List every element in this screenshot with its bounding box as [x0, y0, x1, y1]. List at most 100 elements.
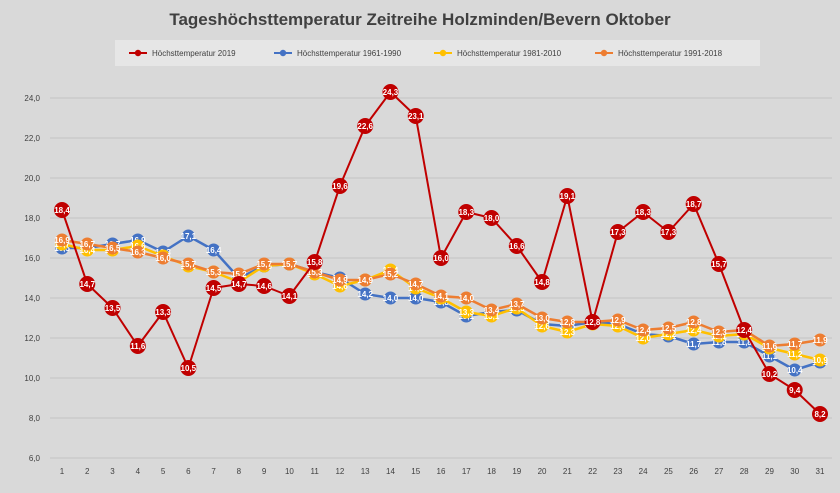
- data-label: 18,3: [458, 208, 474, 217]
- data-point: [611, 313, 625, 327]
- legend-label: Höchsttemperatur 2019: [152, 49, 236, 58]
- x-tick-label: 6: [186, 467, 191, 476]
- data-point: [560, 315, 574, 329]
- data-point: [333, 273, 347, 287]
- data-point: [407, 108, 424, 124]
- y-tick-label: 16,0: [24, 254, 40, 263]
- x-tick-label: 21: [563, 467, 572, 476]
- x-tick-label: 19: [512, 467, 521, 476]
- data-point: [256, 278, 273, 294]
- data-point: [710, 256, 727, 272]
- data-label: 14,9: [357, 276, 373, 285]
- data-label: 12,8: [585, 318, 601, 327]
- data-point: [383, 267, 397, 281]
- data-label: 15,7: [181, 260, 197, 269]
- legend-swatch-marker: [134, 49, 142, 57]
- x-tick-label: 23: [613, 467, 622, 476]
- data-point: [508, 238, 525, 254]
- data-label: 12,6: [534, 322, 550, 331]
- data-point: [357, 118, 374, 134]
- x-tick-label: 20: [538, 467, 547, 476]
- data-point: [687, 337, 701, 351]
- data-label: 13,3: [155, 308, 171, 317]
- data-label: 16,0: [155, 254, 171, 263]
- data-point: [155, 304, 172, 320]
- data-point: [458, 204, 475, 220]
- data-point: [560, 325, 574, 339]
- data-point: [180, 360, 197, 376]
- x-tick-label: 27: [714, 467, 723, 476]
- data-label: 18,0: [484, 214, 500, 223]
- data-label: 8,2: [814, 410, 826, 419]
- data-label: 11,6: [762, 342, 778, 351]
- data-point: [55, 233, 69, 247]
- data-label: 12,6: [610, 322, 626, 331]
- data-label: 10,2: [762, 370, 778, 379]
- data-point: [485, 303, 499, 317]
- legend-swatch-marker: [600, 49, 608, 57]
- data-point: [409, 291, 423, 305]
- y-tick-label: 20,0: [24, 174, 40, 183]
- x-tick-label: 25: [664, 467, 673, 476]
- y-axis: 6,0 8,0 10,0 12,0 14,0 16,0 18,0 20,0 22,0 24,0: [24, 94, 40, 463]
- data-label: 14,9: [332, 276, 348, 285]
- x-tick-label: 4: [136, 467, 141, 476]
- data-label: 13,0: [534, 314, 550, 323]
- data-point: [257, 257, 271, 271]
- data-label: 16,4: [79, 246, 95, 255]
- data-label: 16,9: [54, 236, 70, 245]
- data-label: 11,8: [711, 338, 727, 347]
- y-tick-label: 10,0: [24, 374, 40, 383]
- data-point: [736, 322, 753, 338]
- data-label: 18,4: [54, 206, 70, 215]
- data-point: [230, 276, 247, 292]
- data-point: [80, 237, 94, 251]
- x-tick-label: 14: [386, 467, 395, 476]
- x-tick-label: 26: [689, 467, 698, 476]
- data-point: [131, 245, 145, 259]
- data-label: 11,7: [686, 340, 702, 349]
- series-4: 18,4 14,7 13,5 11,6 13,3 10,5 14,5 14,7 14,6 14,1…: [54, 84, 828, 422]
- x-tick-label: 18: [487, 467, 496, 476]
- x-tick-label: 5: [161, 467, 166, 476]
- y-tick-label: 14,0: [24, 294, 40, 303]
- data-label: 13,4: [484, 306, 500, 315]
- legend-swatch-marker: [279, 49, 287, 57]
- x-tick-label: 11: [311, 467, 320, 476]
- data-label: 11,1: [762, 352, 778, 361]
- data-point: [459, 305, 473, 319]
- data-label: 15,8: [307, 258, 323, 267]
- data-point: [331, 178, 348, 194]
- data-label: 17,3: [610, 228, 626, 237]
- data-point: [609, 224, 626, 240]
- y-tick-label: 12,0: [24, 334, 40, 343]
- data-label: 14,5: [206, 284, 222, 293]
- data-label: 14,7: [79, 280, 95, 289]
- x-tick-label: 13: [361, 467, 370, 476]
- chart-title: Tageshöchsttemperatur Zeitreihe Holzmind…: [169, 10, 671, 29]
- data-label: 14,2: [357, 290, 373, 299]
- data-label: 13,1: [484, 312, 500, 321]
- data-label: 12,4: [686, 326, 702, 335]
- data-label: 15,3: [307, 268, 323, 277]
- data-label: 19,6: [332, 182, 348, 191]
- y-tick-label: 8,0: [29, 414, 41, 423]
- x-tick-label: 2: [85, 467, 90, 476]
- data-label: 16,5: [105, 244, 121, 253]
- data-label: 16,6: [509, 242, 525, 251]
- data-point: [761, 366, 778, 382]
- data-point: [358, 287, 372, 301]
- y-tick-label: 6,0: [29, 454, 41, 463]
- data-point: [459, 291, 473, 305]
- data-label: 14,7: [408, 280, 424, 289]
- x-tick-label: 16: [437, 467, 446, 476]
- x-tick-label: 28: [740, 467, 749, 476]
- data-label: 18,3: [635, 208, 651, 217]
- data-label: 16,0: [433, 254, 449, 263]
- data-point: [660, 224, 677, 240]
- data-label: 15,3: [206, 268, 222, 277]
- data-point: [762, 339, 776, 353]
- data-label: 14,0: [383, 294, 399, 303]
- data-label: 12,3: [711, 328, 727, 337]
- data-label: 14,8: [534, 278, 550, 287]
